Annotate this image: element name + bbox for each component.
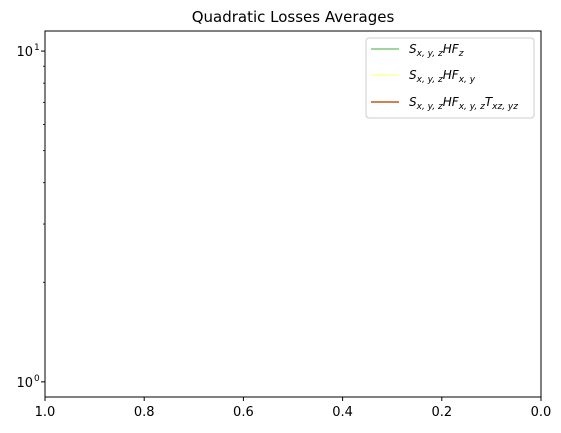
legend-box — [365, 37, 535, 119]
y-tick-label: 10 — [16, 45, 33, 60]
y-tick-exponent: 1 — [34, 43, 40, 53]
x-tick-label: 0.8 — [134, 405, 155, 420]
legend-label: Sx, y, zHFz — [409, 42, 464, 59]
legend-label: Sx, y, zHFx, y — [409, 68, 476, 85]
y-tick-label: 10 — [16, 376, 33, 391]
x-tick-label: 0.0 — [531, 405, 552, 420]
x-tick-label: 0.2 — [431, 405, 452, 420]
plot-frame — [44, 30, 542, 398]
legend-label: Sx, y, zHFx, y, zTxz, yz — [409, 95, 518, 112]
x-tick-label: 0.6 — [233, 405, 254, 420]
legend: Sx, y, zHFz Sx, y, zHFx, y Sx, y, zHFx, y,… — [365, 37, 535, 119]
x-tick-label: 0.4 — [332, 405, 353, 420]
x-tick-label: 1.0 — [35, 405, 56, 420]
y-tick-exponent: 0 — [34, 374, 40, 384]
chart-title: Quadratic Losses Averages — [192, 8, 395, 26]
